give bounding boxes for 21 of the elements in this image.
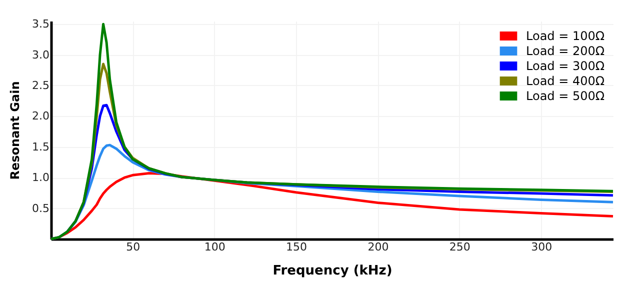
- x-tick-label: 100: [204, 240, 226, 254]
- y-tick-label: 3.5: [32, 18, 50, 31]
- y-tick-label: 1.0: [32, 171, 50, 184]
- legend-label: Load = 100Ω: [526, 29, 605, 43]
- x-tick-label: 150: [286, 240, 308, 254]
- x-tick-label: 300: [531, 240, 552, 254]
- legend-label: Load = 500Ω: [526, 89, 605, 103]
- legend-label: Load = 400Ω: [526, 74, 605, 88]
- y-tick-label: 2.0: [32, 110, 50, 123]
- y-tick-label: 2.5: [32, 78, 50, 92]
- y-axis-title: Resonant Gain: [8, 81, 22, 180]
- legend-label: Load = 300Ω: [526, 59, 605, 73]
- y-tick-label: 1.5: [32, 140, 50, 154]
- x-tick-label: 200: [368, 240, 389, 254]
- x-axis-title: Frequency (kHz): [272, 264, 392, 278]
- legend-label: Load = 200Ω: [526, 44, 605, 58]
- y-tick-label: 3.0: [32, 48, 50, 62]
- y-tick-label: 0.5: [32, 202, 50, 215]
- x-tick-label: 50: [126, 240, 140, 254]
- x-tick-label: 250: [449, 240, 470, 254]
- line-series: [50, 22, 614, 240]
